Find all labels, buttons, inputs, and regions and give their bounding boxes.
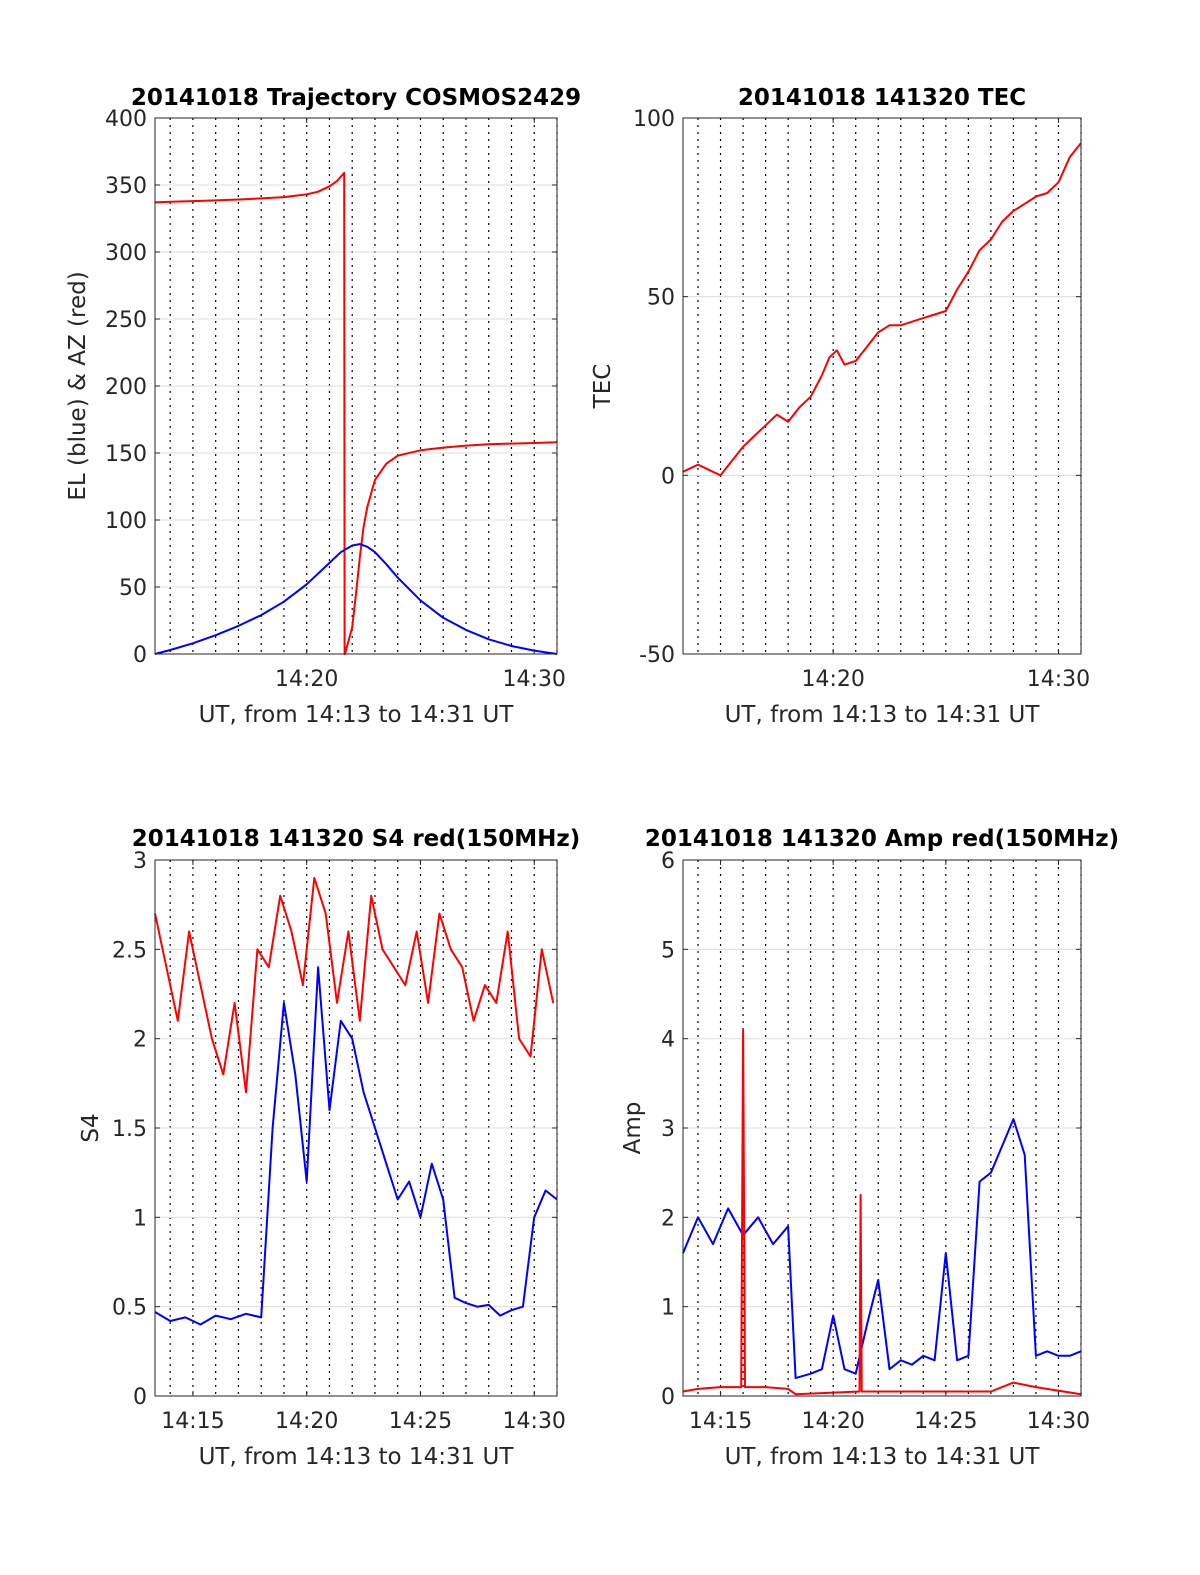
x-tick-label: 14:25 bbox=[914, 1409, 977, 1434]
x-tick-label: 14:30 bbox=[1027, 1409, 1090, 1434]
grid-s4 bbox=[155, 859, 558, 1397]
panel-trajectory: 0 50 100 150 200 250 300 350 400 14:20 14:30 20141… bbox=[65, 85, 581, 728]
x-tick-label: 14:15 bbox=[689, 1409, 752, 1434]
y-tick-label: 0 bbox=[133, 1385, 147, 1410]
y-tick-label: 50 bbox=[647, 286, 675, 311]
y-tick-label: 200 bbox=[105, 375, 147, 400]
y-axis-label-amp: Amp bbox=[620, 1102, 646, 1155]
y-tick-label: 50 bbox=[119, 576, 147, 601]
y-tick-label: 100 bbox=[633, 107, 675, 132]
y-tick-label: 0 bbox=[661, 464, 675, 489]
x-tick-label: 14:20 bbox=[801, 667, 864, 692]
y-tick-label: 0 bbox=[661, 1385, 675, 1410]
series-line-red bbox=[682, 142, 1082, 477]
ticks-s4: 0 0.5 1 1.5 2 2.5 3 14:15 14:20 14:25 14:30 bbox=[112, 849, 566, 1434]
x-tick-label: 14:30 bbox=[503, 1409, 566, 1434]
y-tick-label: 2 bbox=[133, 1028, 147, 1053]
plot-area-tec bbox=[683, 118, 1081, 654]
series-line-red bbox=[154, 876, 555, 1094]
x-tick-label: 14:20 bbox=[275, 1409, 338, 1434]
y-tick-label: 1 bbox=[133, 1206, 147, 1231]
x-tick-label: 14:15 bbox=[161, 1409, 224, 1434]
y-tick-label: 1 bbox=[661, 1296, 675, 1321]
panel-amp: 0 1 2 3 4 5 6 14:15 14:20 14:25 14:30 20141018 141… bbox=[620, 826, 1119, 1470]
y-tick-label: 0.5 bbox=[112, 1296, 147, 1321]
y-tick-label: -50 bbox=[639, 643, 675, 668]
chart-title-s4: 20141018 141320 S4 red(150MHz) bbox=[132, 826, 581, 852]
series-line-blue bbox=[682, 1118, 1082, 1380]
y-axis-label-tec: TEC bbox=[590, 364, 616, 410]
y-tick-label: 300 bbox=[105, 241, 147, 266]
y-tick-label: 5 bbox=[661, 938, 675, 963]
y-tick-label: 350 bbox=[105, 174, 147, 199]
y-tick-label: 2.5 bbox=[112, 938, 147, 963]
ticks-tec: -50 0 50 100 14:20 14:30 bbox=[633, 107, 1090, 692]
x-axis-label-tec: UT, from 14:13 to 14:31 UT bbox=[725, 702, 1041, 728]
series-s4 bbox=[154, 876, 558, 1326]
ticks-trajectory: 0 50 100 150 200 250 300 350 400 14:20 14:30 bbox=[105, 107, 566, 692]
series-line-blue bbox=[154, 966, 558, 1326]
x-axis-label-trajectory: UT, from 14:13 to 14:31 UT bbox=[199, 702, 515, 728]
y-tick-label: 0 bbox=[133, 643, 147, 668]
ticks-amp: 0 1 2 3 4 5 6 14:15 14:20 14:25 14:30 bbox=[661, 849, 1090, 1434]
y-axis-label-trajectory: EL (blue) & AZ (red) bbox=[65, 271, 91, 500]
y-tick-label: 4 bbox=[661, 1028, 675, 1053]
y-tick-label: 6 bbox=[661, 849, 675, 874]
series-line-blue bbox=[154, 543, 558, 655]
panel-s4: 0 0.5 1 1.5 2 2.5 3 14:15 14:20 14:25 14:30 201410… bbox=[78, 826, 580, 1470]
x-tick-label: 14:30 bbox=[1027, 667, 1090, 692]
y-axis-label-s4: S4 bbox=[78, 1113, 104, 1142]
series-trajectory bbox=[154, 171, 558, 655]
y-tick-label: 400 bbox=[105, 107, 147, 132]
y-tick-label: 250 bbox=[105, 308, 147, 333]
x-tick-label: 14:20 bbox=[275, 667, 338, 692]
x-axis-label-amp: UT, from 14:13 to 14:31 UT bbox=[725, 1444, 1041, 1470]
x-tick-label: 14:20 bbox=[801, 1409, 864, 1434]
chart-title-trajectory: 20141018 Trajectory COSMOS2429 bbox=[131, 85, 581, 111]
y-tick-label: 3 bbox=[661, 1117, 675, 1142]
series-line-red bbox=[682, 1028, 1082, 1396]
series-tec bbox=[682, 142, 1082, 477]
x-tick-label: 14:30 bbox=[503, 667, 566, 692]
series-amp bbox=[682, 1028, 1082, 1396]
x-axis-label-s4: UT, from 14:13 to 14:31 UT bbox=[199, 1444, 515, 1470]
y-tick-label: 1.5 bbox=[112, 1117, 147, 1142]
y-tick-label: 100 bbox=[105, 509, 147, 534]
y-tick-label: 2 bbox=[661, 1206, 675, 1231]
chart-title-amp: 20141018 141320 Amp red(150MHz) bbox=[645, 826, 1119, 852]
x-tick-label: 14:25 bbox=[389, 1409, 452, 1434]
y-tick-label: 150 bbox=[105, 442, 147, 467]
chart-title-tec: 20141018 141320 TEC bbox=[738, 85, 1026, 111]
series-line-red bbox=[154, 171, 558, 655]
y-tick-label: 3 bbox=[133, 849, 147, 874]
axes-box-tec bbox=[682, 117, 1082, 655]
